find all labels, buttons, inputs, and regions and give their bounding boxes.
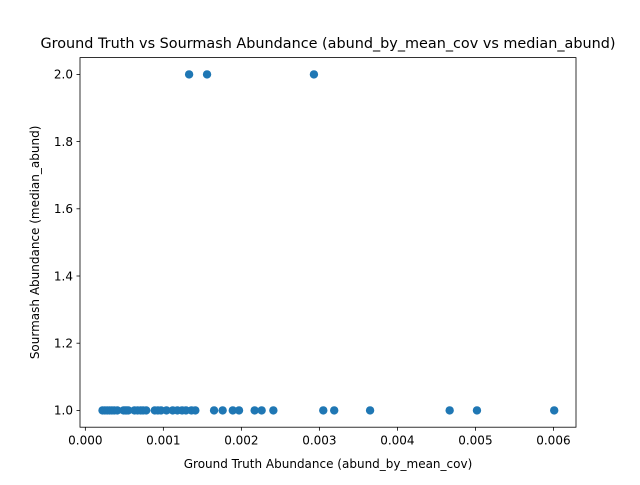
x-tick-label: 0.006 (536, 434, 570, 448)
data-point (309, 70, 319, 79)
x-tick-label: 0.001 (146, 434, 180, 448)
points-layer (98, 70, 559, 415)
data-point (445, 406, 454, 415)
data-point (365, 406, 375, 415)
data-point (124, 406, 133, 415)
x-axis-label: Ground Truth Abundance (abund_by_mean_co… (184, 457, 473, 471)
x-axis-ticks: 0.000 0.001 0.002 0.003 0.004 0.005 0.006 (68, 427, 571, 448)
data-point (234, 406, 244, 415)
data-point (162, 406, 171, 415)
data-point (330, 406, 339, 415)
x-tick-label: 0.000 (68, 434, 102, 448)
data-point (549, 406, 559, 415)
data-point (113, 406, 122, 415)
y-tick-label: 1.4 (54, 269, 73, 283)
y-tick-label: 1.8 (54, 135, 73, 149)
plot-frame (79, 57, 577, 428)
data-point (202, 70, 212, 79)
data-point (319, 406, 328, 415)
data-point (472, 406, 482, 415)
data-point (250, 406, 259, 415)
y-tick-label: 1.0 (54, 404, 73, 418)
data-point (184, 70, 194, 79)
data-point (141, 406, 151, 415)
data-point (228, 406, 237, 415)
data-point (257, 406, 266, 415)
x-tick-label: 0.002 (224, 434, 258, 448)
data-point (218, 406, 227, 415)
x-tick-label: 0.004 (380, 434, 414, 448)
y-axis-label: Sourmash Abundance (median_abund) (28, 126, 42, 360)
y-tick-label: 2.0 (54, 68, 73, 82)
data-point (209, 406, 219, 415)
data-point (191, 406, 200, 415)
data-point (269, 406, 278, 415)
y-tick-label: 1.2 (54, 337, 73, 351)
x-tick-label: 0.003 (302, 434, 336, 448)
chart-title: Ground Truth vs Sourmash Abundance (abun… (41, 36, 616, 52)
x-tick-label: 0.005 (458, 434, 492, 448)
y-axis-ticks: 1.0 1.2 1.4 1.6 1.8 2.0 (54, 68, 80, 418)
y-tick-label: 1.6 (54, 202, 73, 216)
